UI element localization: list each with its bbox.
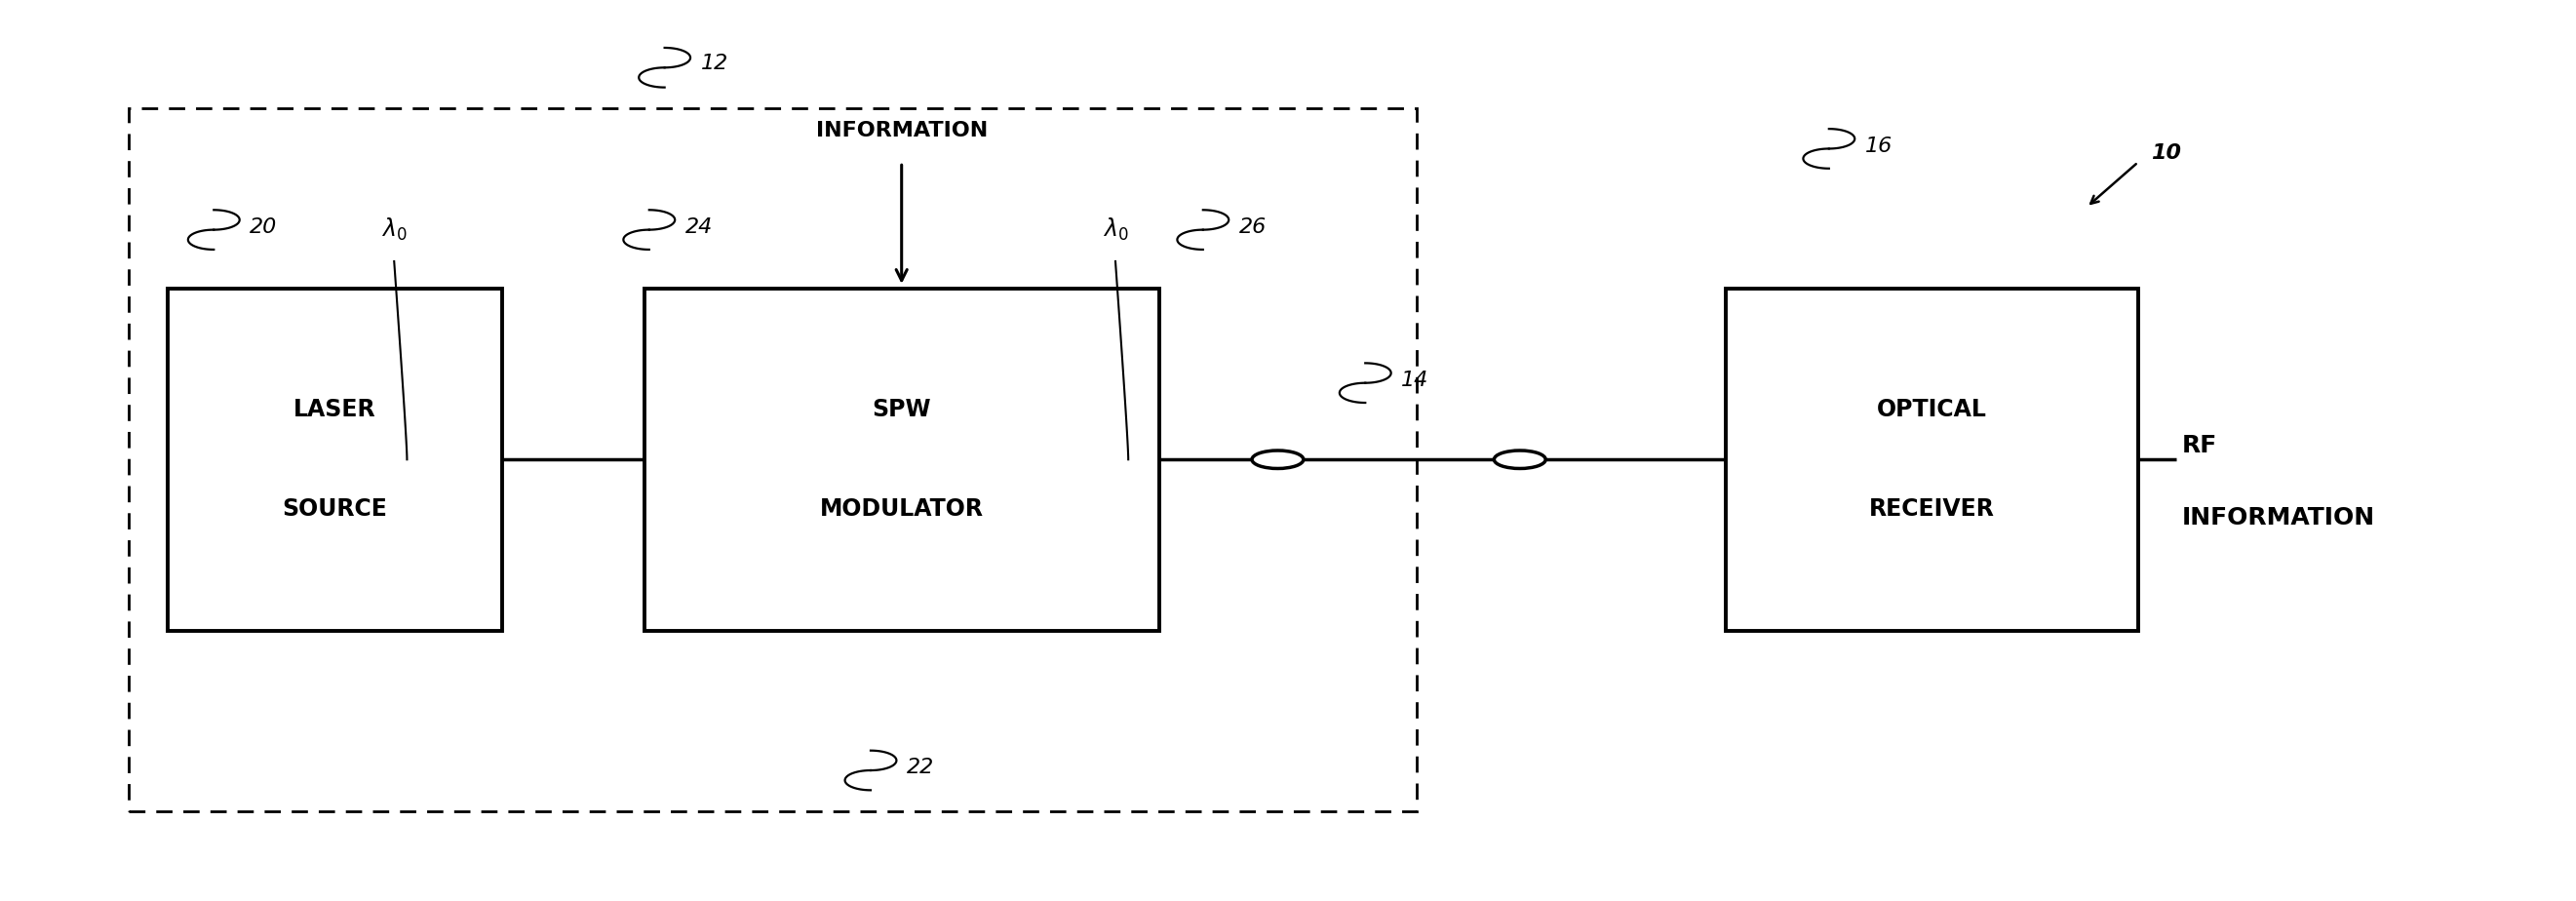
Text: INFORMATION: INFORMATION: [2182, 506, 2375, 530]
Text: 20: 20: [250, 217, 278, 237]
Bar: [644, 288, 1159, 631]
Text: 24: 24: [685, 217, 714, 237]
Bar: [167, 288, 502, 631]
Text: 10: 10: [2151, 143, 2182, 163]
Text: $\lambda_0$: $\lambda_0$: [381, 216, 407, 243]
Text: RF: RF: [2182, 434, 2218, 458]
Bar: [1726, 288, 2138, 631]
Bar: [129, 108, 1417, 811]
Text: 12: 12: [701, 53, 729, 73]
Text: 22: 22: [907, 758, 935, 778]
Text: RECEIVER: RECEIVER: [1870, 497, 1994, 521]
Text: 26: 26: [1239, 217, 1267, 237]
Text: 16: 16: [1865, 136, 1893, 156]
Text: OPTICAL: OPTICAL: [1878, 398, 1986, 422]
Text: 14: 14: [1401, 370, 1430, 390]
Text: MODULATOR: MODULATOR: [819, 497, 984, 521]
Circle shape: [1494, 450, 1546, 469]
Text: SOURCE: SOURCE: [283, 497, 386, 521]
Text: LASER: LASER: [294, 398, 376, 422]
Text: INFORMATION: INFORMATION: [817, 121, 987, 141]
Text: SPW: SPW: [873, 398, 930, 422]
Text: $\lambda_0$: $\lambda_0$: [1103, 216, 1128, 243]
Circle shape: [1252, 450, 1303, 469]
